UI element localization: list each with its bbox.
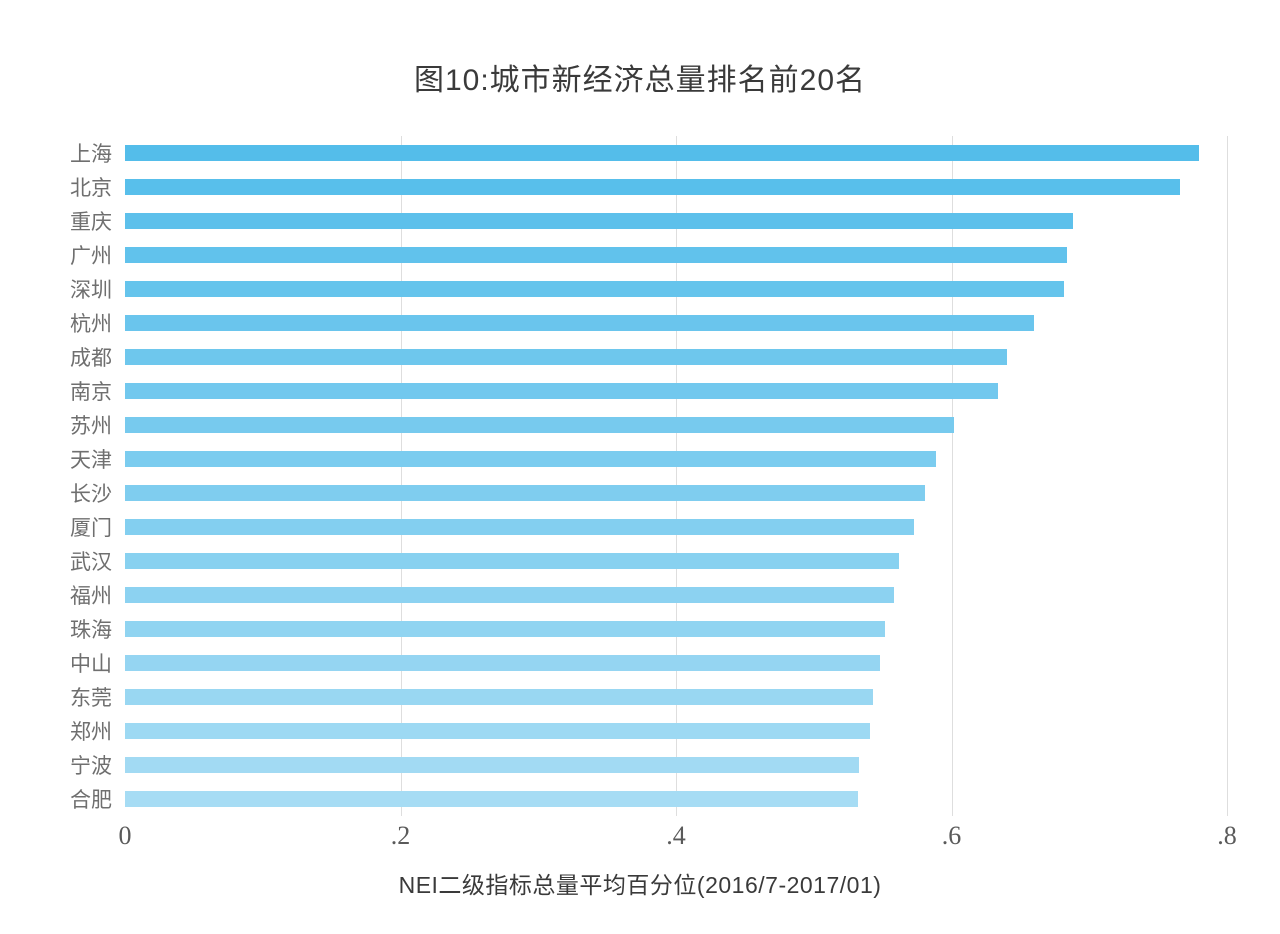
bar-row: 苏州	[0, 408, 1227, 442]
chart-title: 图10:城市新经济总量排名前20名	[413, 64, 867, 97]
x-tick-label: .8	[1217, 821, 1237, 850]
bar-track	[125, 782, 1227, 816]
bar-track	[125, 476, 1227, 510]
bar	[125, 281, 1065, 297]
bar	[125, 553, 900, 569]
category-label: 上海	[70, 143, 112, 166]
bar-row: 长沙	[0, 476, 1227, 510]
bar	[125, 451, 937, 467]
bar	[125, 315, 1035, 331]
bar-row: 福州	[0, 578, 1227, 612]
category-label: 中山	[70, 653, 112, 676]
bar-row: 南京	[0, 374, 1227, 408]
bar-row: 杭州	[0, 306, 1227, 340]
bar-track	[125, 408, 1227, 442]
category-label: 郑州	[70, 721, 112, 744]
bar	[125, 349, 1007, 365]
x-tick-label: .4	[666, 821, 686, 850]
bar-track	[125, 748, 1227, 782]
bar	[125, 145, 1200, 161]
bar-track	[125, 510, 1227, 544]
bar-track	[125, 544, 1227, 578]
category-label: 南京	[70, 381, 112, 404]
bar	[125, 485, 926, 501]
x-tick-label: .2	[390, 821, 411, 850]
bar	[125, 587, 894, 603]
bar-row: 珠海	[0, 612, 1227, 646]
bar	[125, 689, 873, 705]
x-tick-label: 0	[118, 821, 132, 850]
bar-row: 中山	[0, 646, 1227, 680]
bar-row: 东莞	[0, 680, 1227, 714]
category-label: 成都	[70, 347, 112, 370]
bar	[125, 417, 955, 433]
bar-track	[125, 238, 1227, 272]
bar-track	[125, 204, 1227, 238]
plot-area	[125, 136, 1228, 816]
gridline	[1227, 136, 1228, 816]
bar-row: 合肥	[0, 782, 1227, 816]
gridline	[676, 136, 677, 816]
bar	[125, 757, 860, 773]
category-label: 宁波	[70, 755, 112, 778]
category-label: 重庆	[70, 211, 112, 234]
bar	[125, 655, 880, 671]
category-label: 天津	[70, 449, 112, 472]
category-label: 北京	[70, 177, 112, 200]
category-label: 合肥	[70, 789, 112, 812]
bar-track	[125, 170, 1227, 204]
category-label: 广州	[70, 245, 112, 268]
bar	[125, 723, 871, 739]
category-label: 苏州	[70, 415, 112, 438]
bar-track	[125, 136, 1227, 170]
bar-track	[125, 578, 1227, 612]
category-label: 杭州	[70, 313, 112, 336]
category-label: 厦门	[70, 517, 112, 540]
bar-track	[125, 340, 1227, 374]
bar	[125, 383, 999, 399]
bar-row: 深圳	[0, 272, 1227, 306]
category-label: 福州	[70, 585, 112, 608]
gridline	[400, 136, 402, 816]
bar-track	[125, 612, 1227, 646]
bar-row: 上海	[0, 136, 1227, 170]
bar-row: 广州	[0, 238, 1227, 272]
bar-row: 郑州	[0, 714, 1227, 748]
bar-row: 厦门	[0, 510, 1227, 544]
gridline	[951, 136, 953, 816]
bar-row: 武汉	[0, 544, 1227, 578]
bar-track	[125, 306, 1227, 340]
bar-track	[125, 442, 1227, 476]
category-label: 武汉	[70, 551, 112, 574]
bar	[125, 621, 886, 637]
category-label: 东莞	[70, 687, 112, 710]
bar	[125, 213, 1073, 229]
bar	[125, 519, 915, 535]
bar-row: 天津	[0, 442, 1227, 476]
bar-track	[125, 680, 1227, 714]
category-label: 珠海	[70, 619, 112, 642]
category-label: 深圳	[70, 279, 112, 302]
bar-row: 成都	[0, 340, 1227, 374]
bar-track	[125, 374, 1227, 408]
bar-row: 重庆	[0, 204, 1227, 238]
bar-track	[125, 714, 1227, 748]
bar	[125, 247, 1068, 263]
bar	[125, 179, 1181, 195]
x-axis-label: NEI二级指标总量平均百分位(2016/7-2017/01)	[398, 872, 882, 898]
bar-rows: 上海北京重庆广州深圳杭州成都南京苏州天津长沙厦门武汉福州珠海中山东莞郑州宁波合肥	[0, 136, 1227, 816]
bar-row: 北京	[0, 170, 1227, 204]
category-label: 长沙	[70, 483, 112, 506]
bar-track	[125, 272, 1227, 306]
bar-track	[125, 646, 1227, 680]
bar-row: 宁波	[0, 748, 1227, 782]
x-axis-ticks: 0 .2 .4 .6 .8	[119, 821, 1237, 852]
bar	[125, 791, 858, 807]
x-tick-label: .6	[941, 821, 962, 850]
